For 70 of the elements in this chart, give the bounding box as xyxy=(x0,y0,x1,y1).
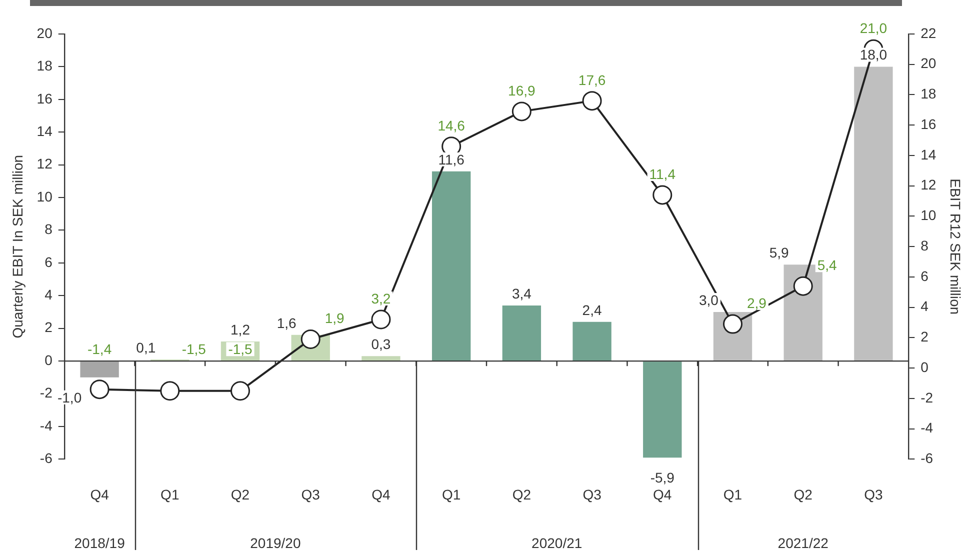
y-axis-title: Quarterly EBIT In SEK million xyxy=(9,154,26,338)
y2-tick-label: 6 xyxy=(920,268,929,284)
data-label: 21,0 xyxy=(860,20,888,36)
y2-tick-label: 14 xyxy=(920,146,936,162)
x-tick-label: Q1 xyxy=(160,486,180,502)
data-label: 1,9 xyxy=(324,310,345,326)
text: 2020/21 xyxy=(532,534,582,551)
y-tick-label: 4 xyxy=(44,286,53,303)
y-tick-label: 14 xyxy=(36,122,53,139)
x-tick-label: Q4 xyxy=(90,486,110,502)
data-label: 17,6 xyxy=(578,72,606,88)
y2-axis-title: EBIT R12 SEK million xyxy=(948,178,964,315)
y2-tick-label: -4 xyxy=(920,420,934,436)
text: 2019/20 xyxy=(250,534,301,551)
x-tick-label: Q2 xyxy=(230,486,250,502)
y2-tick-label: 16 xyxy=(920,116,936,132)
data-label: 14,6 xyxy=(438,117,466,134)
data-label: 3,4 xyxy=(512,285,532,302)
y-tick-label: 6 xyxy=(44,254,53,270)
y-tick-label: 10 xyxy=(36,188,53,204)
y2-tick-label: 2 xyxy=(920,328,929,345)
text: 2018/19 xyxy=(74,534,126,551)
y-tick-label: 8 xyxy=(44,221,53,238)
y2-tick-label: -6 xyxy=(920,450,934,466)
x-tick-label: Q4 xyxy=(653,486,672,502)
y-tick-label: 20 xyxy=(36,24,53,41)
data-label: -1,5 xyxy=(182,341,206,358)
x-tick-label: Q1 xyxy=(723,486,742,502)
y2-tick-label: 10 xyxy=(920,207,936,224)
y2-tick-label: 20 xyxy=(920,55,936,72)
y2-tick-label: 0 xyxy=(920,358,929,375)
data-label: 11,6 xyxy=(438,151,465,168)
x-tick-label: Q2 xyxy=(794,486,813,502)
y-tick-label: 2 xyxy=(44,319,53,336)
data-label: 2,9 xyxy=(747,295,767,312)
y-tick-label: 16 xyxy=(36,90,53,106)
y2-tick-label: 12 xyxy=(920,176,936,193)
data-label: 0,1 xyxy=(136,339,156,356)
data-label: 11,4 xyxy=(649,166,676,182)
x-tick-label: Q2 xyxy=(512,486,532,502)
data-label: -1,5 xyxy=(228,341,253,358)
data-label: 1,6 xyxy=(276,314,297,331)
data-label: 5,4 xyxy=(817,257,838,274)
y-tick-label: -2 xyxy=(40,384,53,401)
data-label: 3,0 xyxy=(699,292,719,308)
data-label: 2,4 xyxy=(582,302,602,318)
data-label: 0,3 xyxy=(371,336,391,352)
y2-tick-label: 8 xyxy=(920,237,929,254)
y-tick-label: 18 xyxy=(36,58,53,74)
x-tick-label: Q1 xyxy=(442,486,461,502)
data-label: 3,2 xyxy=(371,290,391,306)
y2-tick-label: 22 xyxy=(920,24,936,41)
y2-tick-label: 18 xyxy=(920,86,936,102)
y-tick-label: -6 xyxy=(40,450,53,466)
y-tick-label: 0 xyxy=(44,352,53,368)
data-label: -5,9 xyxy=(650,470,675,486)
data-label: 16,9 xyxy=(508,82,536,98)
y2-tick-label: -2 xyxy=(920,389,934,406)
y-tick-label: 12 xyxy=(36,156,53,172)
text: 2021/22 xyxy=(778,534,829,551)
data-label: -1,0 xyxy=(57,389,82,406)
x-tick-label: Q3 xyxy=(864,486,883,502)
x-tick-label: Q3 xyxy=(301,486,320,502)
data-label: -1,4 xyxy=(87,341,112,358)
x-tick-label: Q4 xyxy=(372,486,391,502)
y-tick-label: -4 xyxy=(40,417,53,434)
x-tick-label: Q3 xyxy=(582,486,602,502)
data-label: 1,2 xyxy=(230,321,250,338)
y2-tick-label: 4 xyxy=(920,298,929,314)
data-label: 5,9 xyxy=(769,244,790,261)
